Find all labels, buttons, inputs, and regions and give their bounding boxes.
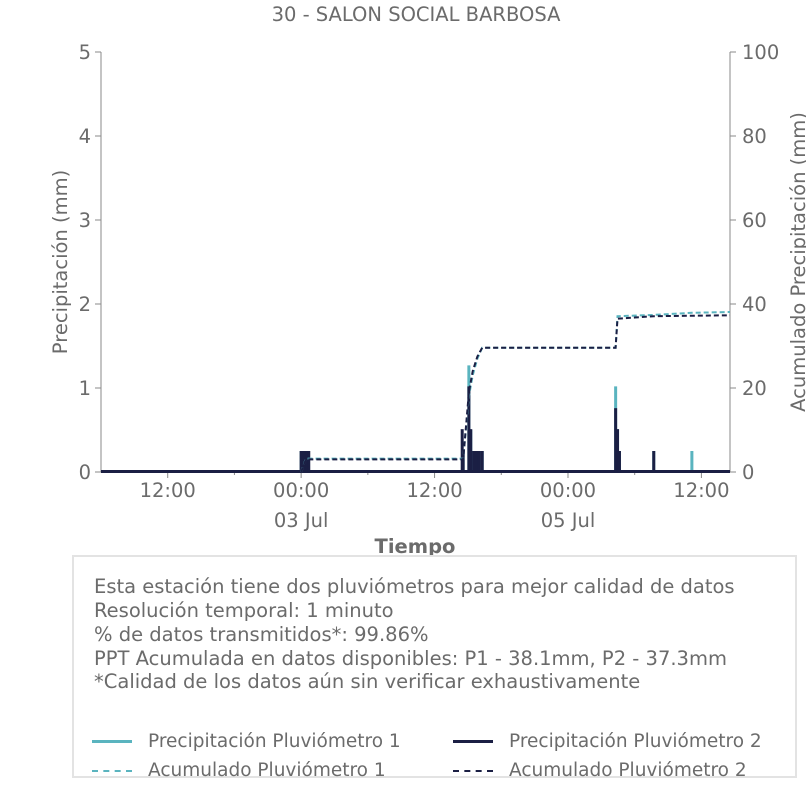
bar-series-1	[101, 365, 730, 473]
legend-swatch-cum-1	[92, 769, 132, 772]
legend-item-cum-2: Acumulado Pluviómetro 2	[453, 760, 747, 781]
x-tick-date-label: 03 Jul	[274, 509, 329, 532]
legend-swatch-precip-1	[92, 740, 132, 743]
y-tick-label-right: 80	[742, 125, 767, 148]
info-line-accumulated: PPT Acumulada en datos disponibles: P1 -…	[94, 647, 727, 670]
y-tick-label-right: 20	[742, 377, 767, 400]
legend-swatch-cum-2	[453, 769, 493, 772]
station-info-box: Esta estación tiene dos pluviómetros par…	[72, 555, 797, 781]
y-axis-label: Precipitación (mm)	[49, 170, 72, 354]
cumulative-line-3	[101, 314, 731, 473]
y-tick-label-left: 1	[79, 377, 91, 400]
chart-axes: 0 1 2 3 4 5 0 20 40 60 80 100 12:00 00:00 03 Jul 12:00 0…	[79, 41, 780, 532]
y-tick-label-left: 0	[79, 461, 91, 484]
x-axis-label: Tiempo	[375, 535, 456, 558]
chart-marks	[101, 311, 731, 473]
legend-label: Acumulado Pluviómetro 2	[509, 760, 747, 781]
legend-item-precip-1: Precipitación Pluviómetro 1	[92, 731, 401, 752]
y-tick-label-left: 2	[79, 293, 91, 316]
legend-swatch-precip-2	[453, 740, 493, 743]
y-tick-label-right: 60	[742, 209, 767, 232]
legend-item-cum-1: Acumulado Pluviómetro 1	[92, 760, 386, 781]
legend-label: Precipitación Pluviómetro 1	[148, 731, 401, 752]
x-tick-label: 12:00	[406, 479, 462, 502]
y-tick-label-left: 5	[79, 41, 91, 64]
info-line-transmitted: % de datos transmitidos*: 99.86%	[94, 623, 429, 646]
y-tick-label-right: 100	[742, 41, 779, 64]
y-tick-label-left: 3	[79, 209, 91, 232]
legend-item-precip-2: Precipitación Pluviómetro 2	[453, 731, 762, 752]
y-tick-label-right: 40	[742, 293, 767, 316]
legend-label: Acumulado Pluviómetro 1	[148, 760, 386, 781]
y-tick-label-left: 4	[79, 125, 91, 148]
x-tick-date-label: 05 Jul	[541, 509, 596, 532]
y-tick-label-right: 0	[742, 461, 754, 484]
y-axis-right-label: Acumulado Precipitación (mm)	[787, 112, 806, 412]
x-tick-label: 12:00	[673, 479, 729, 502]
precipitation-chart: 30 - SALON SOCIAL BARBOSA 0 1 2 3 4 5 0 20 40 60 8…	[49, 3, 806, 558]
cumulative-line-2	[101, 311, 731, 473]
info-line-resolution: Resolución temporal: 1 minuto	[94, 599, 394, 622]
x-tick-label: 12:00	[140, 479, 196, 502]
x-tick-label: 00:00	[273, 479, 329, 502]
info-line-stations: Esta estación tiene dos pluviómetros par…	[94, 575, 735, 598]
x-tick-label: 00:00	[540, 479, 596, 502]
legend-label: Precipitación Pluviómetro 2	[509, 731, 762, 752]
chart-title: 30 - SALON SOCIAL BARBOSA	[272, 3, 562, 26]
info-line-quality-note: *Calidad de los datos aún sin verificar …	[94, 670, 641, 693]
